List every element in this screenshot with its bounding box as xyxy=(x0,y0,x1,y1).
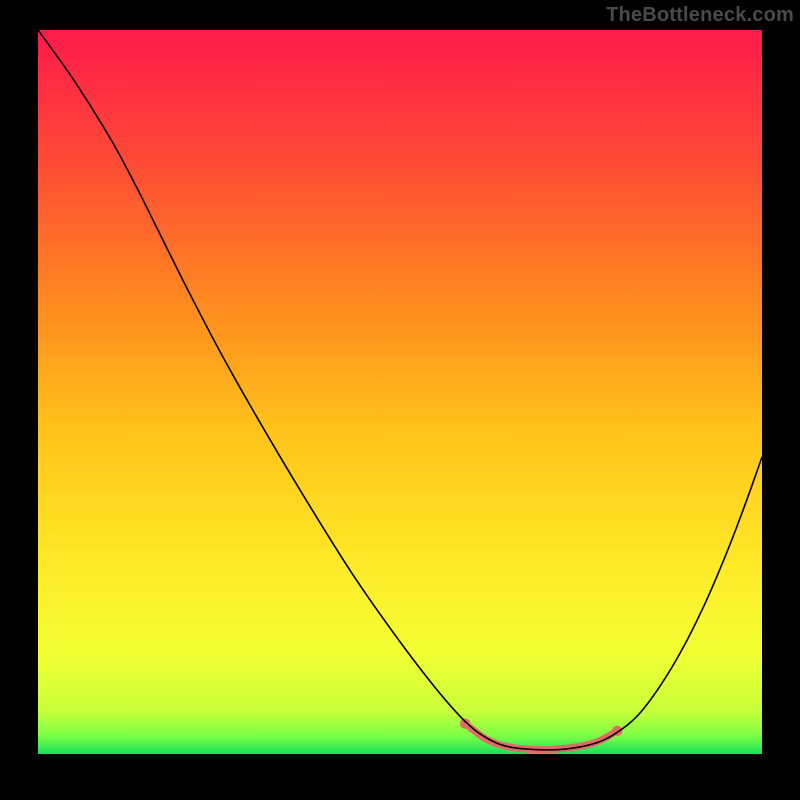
bottleneck-curve-plot xyxy=(38,30,762,754)
highlight-endpoint-left xyxy=(460,718,470,728)
plot-background xyxy=(38,30,762,754)
chart-container: TheBottleneck.com xyxy=(0,0,800,800)
watermark-text: TheBottleneck.com xyxy=(606,4,794,27)
